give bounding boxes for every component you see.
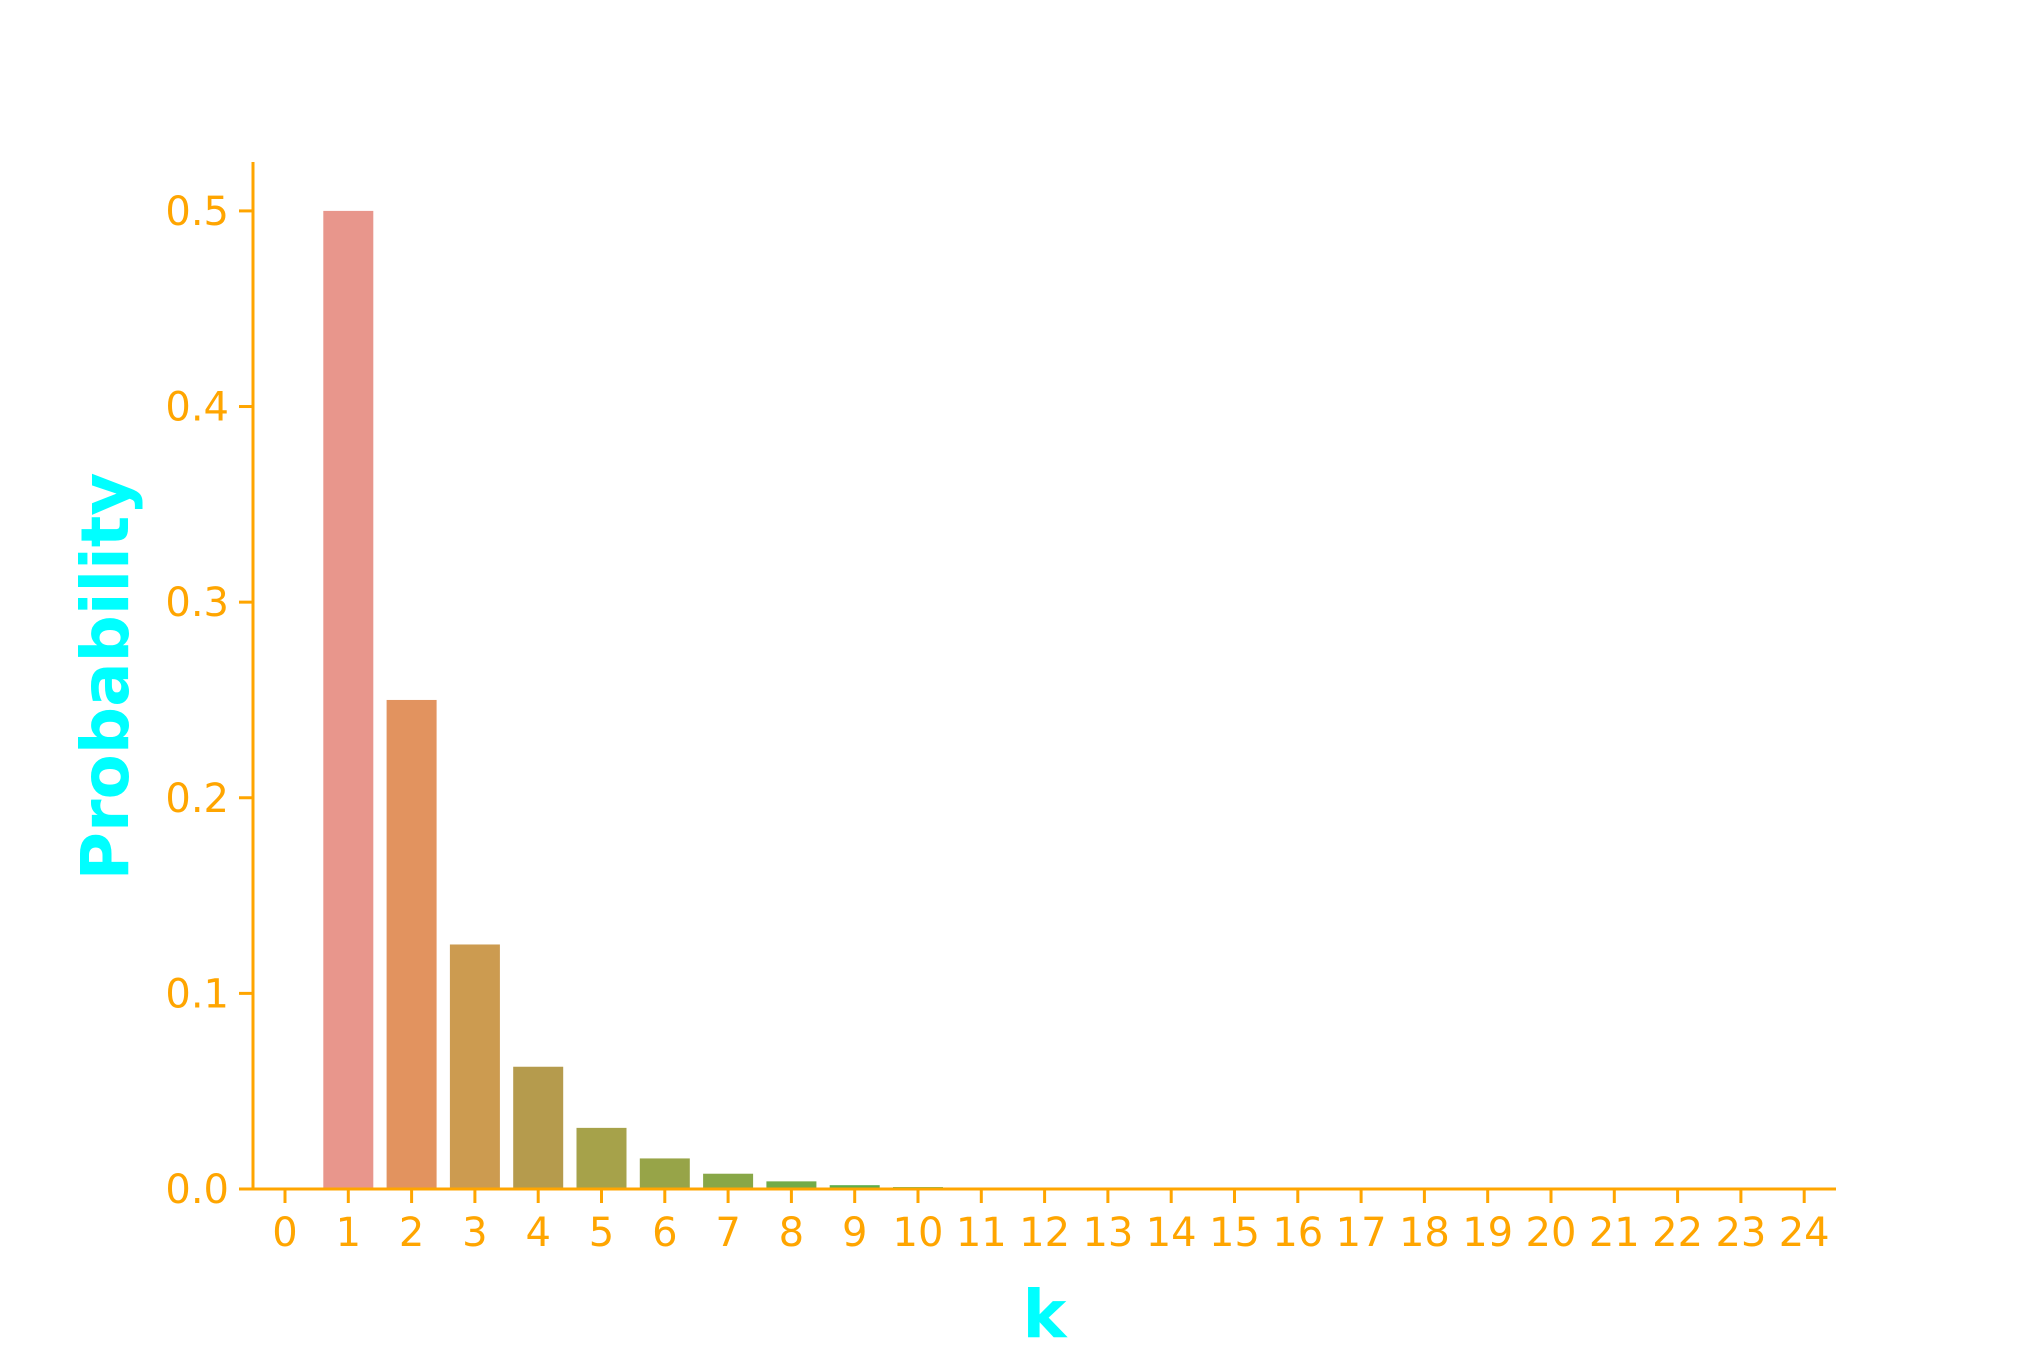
x-tick-label-13: 13 (1082, 1210, 1133, 1256)
y-tick-label: 0.2 (165, 776, 229, 822)
bars-group (323, 210, 1450, 1189)
x-tick-label-21: 21 (1589, 1210, 1640, 1256)
bar-3 (449, 944, 500, 1189)
bar-1 (323, 210, 374, 1189)
y-tick-label: 0.3 (165, 580, 229, 626)
x-tick-label-14: 14 (1146, 1210, 1197, 1256)
x-tick-label-15: 15 (1209, 1210, 1260, 1256)
x-tick-label-9: 9 (842, 1210, 867, 1256)
x-axis-label: k (1023, 1276, 1069, 1350)
y-tick-label: 0.5 (165, 189, 229, 235)
x-tick-label-20: 20 (1526, 1210, 1577, 1256)
bar-4 (513, 1066, 564, 1189)
bar-5 (576, 1127, 627, 1189)
y-tick-label: 0.1 (165, 971, 229, 1017)
x-tick-label-22: 22 (1652, 1210, 1703, 1256)
x-tick-label-8: 8 (779, 1210, 804, 1256)
y-ticks-group: 0.0 0.1 0.2 0.3 0.4 0.5 (165, 189, 253, 1213)
x-tick-label-1: 1 (336, 1210, 361, 1256)
x-tick-label-10: 10 (893, 1210, 944, 1256)
x-tick-label-12: 12 (1019, 1210, 1070, 1256)
bar-7 (703, 1173, 754, 1189)
y-tick-label: 0.0 (165, 1167, 229, 1213)
x-tick-label-11: 11 (956, 1210, 1007, 1256)
x-tick-label-17: 17 (1336, 1210, 1387, 1256)
bar-9 (829, 1185, 880, 1189)
bar-2 (386, 699, 437, 1189)
x-tick-label-2: 2 (399, 1210, 424, 1256)
x-tick-label-23: 23 (1715, 1210, 1766, 1256)
y-axis-label: Probability (67, 473, 144, 881)
x-tick-label-18: 18 (1399, 1210, 1450, 1256)
x-tick-label-24: 24 (1779, 1210, 1830, 1256)
x-tick-label-7: 7 (715, 1210, 740, 1256)
x-tick-label-0: 0 (272, 1210, 297, 1256)
x-tick-label-5: 5 (589, 1210, 614, 1256)
bar-8 (766, 1181, 817, 1189)
bar-6 (639, 1158, 690, 1189)
x-tick-label-4: 4 (525, 1210, 550, 1256)
y-tick-label: 0.4 (165, 385, 229, 431)
x-tick-label-3: 3 (462, 1210, 487, 1256)
x-tick-label-16: 16 (1272, 1210, 1323, 1256)
x-ticks-group: 0 1 2 3 4 5 6 7 8 9 10 11 12 13 14 15 16 17 18 19 20 21 22 23 24 (272, 1189, 1830, 1256)
x-tick-label-6: 6 (652, 1210, 677, 1256)
x-tick-label-19: 19 (1462, 1210, 1513, 1256)
